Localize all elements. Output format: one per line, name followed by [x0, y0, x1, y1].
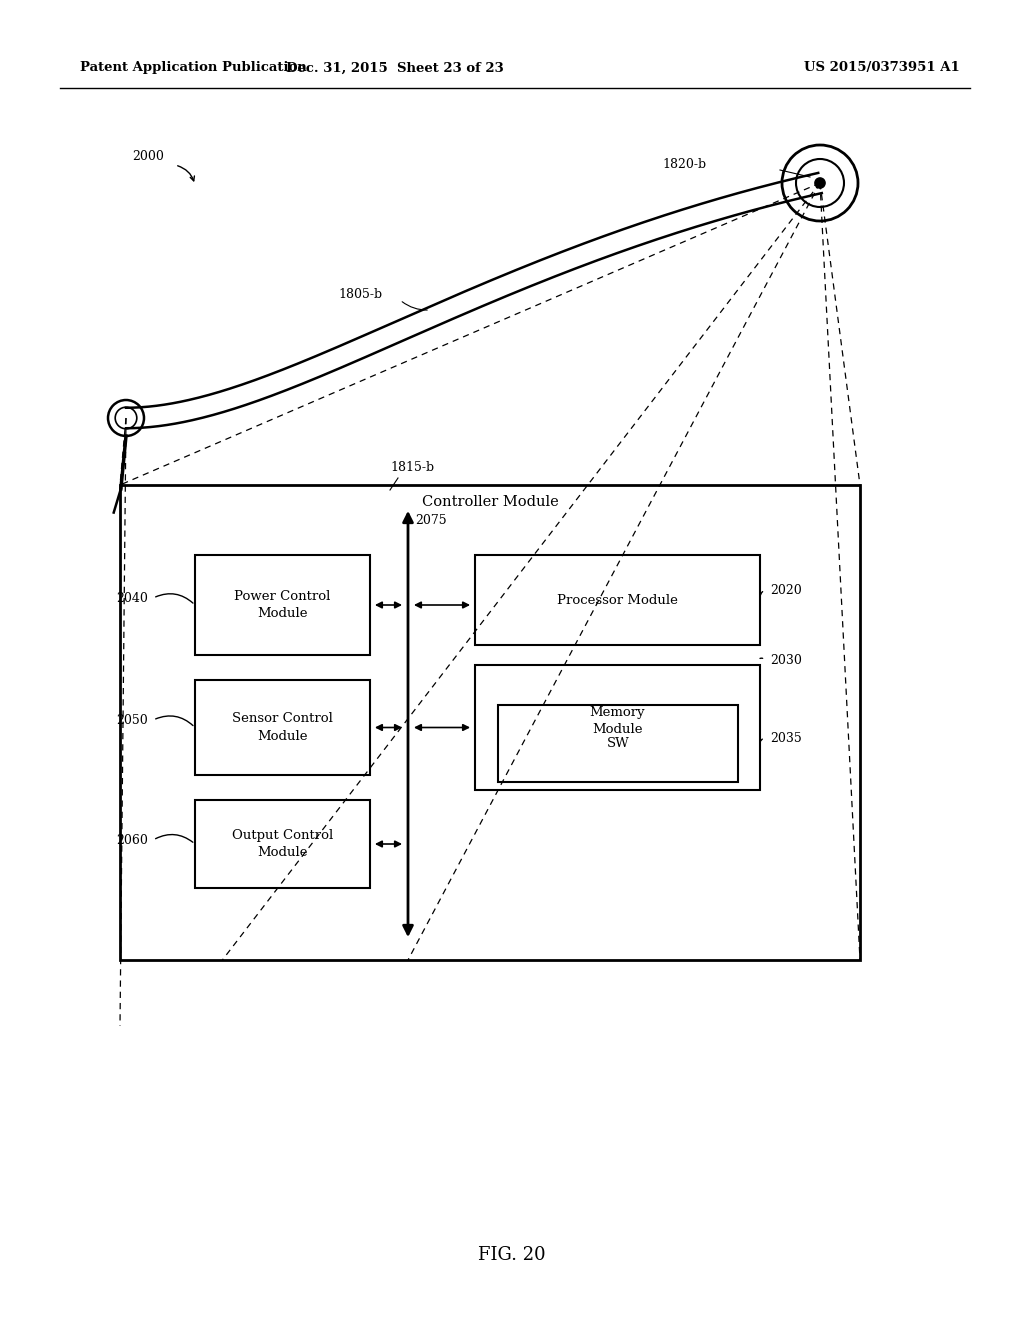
Text: Dec. 31, 2015  Sheet 23 of 23: Dec. 31, 2015 Sheet 23 of 23: [286, 62, 504, 74]
Text: Processor Module: Processor Module: [557, 594, 678, 606]
Text: 2050: 2050: [117, 714, 148, 726]
Text: FIG. 20: FIG. 20: [478, 1246, 546, 1265]
Text: 2035: 2035: [770, 731, 802, 744]
Text: 1820-b: 1820-b: [662, 158, 707, 172]
Bar: [195, 800, 370, 888]
Bar: [195, 680, 370, 775]
Text: 2075: 2075: [415, 513, 446, 527]
Text: Output Control
Module: Output Control Module: [231, 829, 333, 859]
Text: 1805-b: 1805-b: [338, 289, 382, 301]
Text: US 2015/0373951 A1: US 2015/0373951 A1: [804, 62, 961, 74]
Text: 2020: 2020: [770, 583, 802, 597]
Text: Memory
Module: Memory Module: [590, 706, 645, 737]
Text: Sensor Control
Module: Sensor Control Module: [232, 713, 333, 742]
Bar: [475, 665, 760, 789]
Text: Controller Module: Controller Module: [422, 495, 558, 510]
Text: 2040: 2040: [116, 591, 148, 605]
Text: 2000: 2000: [132, 150, 164, 164]
Text: Patent Application Publication: Patent Application Publication: [80, 62, 307, 74]
Text: Power Control
Module: Power Control Module: [234, 590, 331, 620]
Text: 1815-b: 1815-b: [390, 462, 434, 474]
Bar: [195, 554, 370, 655]
Text: 2060: 2060: [116, 833, 148, 846]
Text: 2030: 2030: [770, 653, 802, 667]
Bar: [475, 554, 760, 645]
Ellipse shape: [815, 178, 825, 189]
Bar: [498, 705, 738, 781]
Text: SW: SW: [606, 737, 630, 750]
Bar: [120, 484, 860, 960]
